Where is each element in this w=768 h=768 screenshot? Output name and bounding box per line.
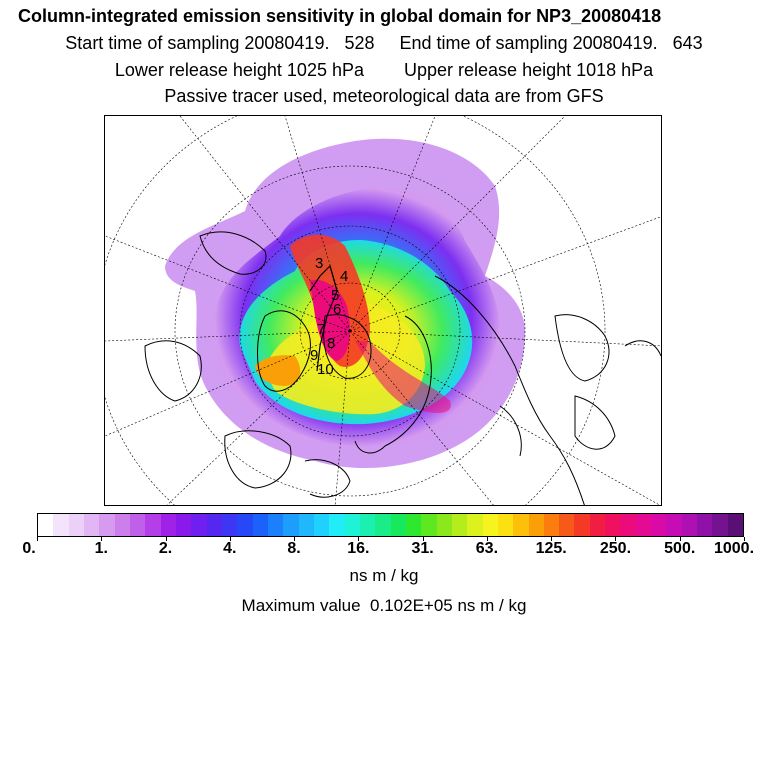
colorbar-tick	[37, 537, 38, 541]
contour-label: 7	[317, 321, 325, 338]
colorbar-swatch	[129, 514, 146, 536]
sampling-time-line: Start time of sampling 20080419. 528 End…	[65, 33, 703, 53]
colorbar-swatch	[421, 514, 437, 536]
colorbar-tick-label: 125.	[535, 540, 567, 557]
map-graticule	[105, 116, 661, 505]
colorbar-swatch	[513, 514, 529, 536]
maximum-value-label: Maximum value 0.102E+05 ns m / kg	[241, 596, 527, 615]
colorbar-swatch	[451, 514, 468, 536]
colorbar-swatch	[589, 514, 606, 536]
colorbar-tick	[358, 537, 360, 541]
colorbar-tick	[422, 537, 424, 541]
colorbar-swatch	[681, 514, 698, 536]
colorbar-tick	[615, 537, 617, 541]
colorbar-swatch	[237, 514, 253, 536]
contour-label: 6	[333, 301, 341, 318]
colorbar-tick	[101, 537, 103, 541]
colorbar-swatch	[405, 514, 422, 536]
colorbar-swatch	[697, 514, 713, 536]
sensitivity-field-tail	[355, 341, 451, 413]
colorbar-swatch	[666, 514, 682, 536]
colorbar-tick	[551, 537, 553, 541]
colorbar-swatch	[605, 514, 621, 536]
colorbar-swatch	[528, 514, 544, 536]
colorbar-swatch	[114, 514, 130, 536]
colorbar-tick-label: 16.	[347, 540, 370, 557]
colorbar-swatch	[574, 514, 590, 536]
colorbar-swatch	[635, 514, 652, 536]
colorbar-tick	[744, 537, 745, 541]
colorbar-swatch	[298, 514, 314, 536]
contour-label: 10	[317, 361, 334, 378]
colorbar-swatch	[727, 514, 744, 536]
colorbar-units: ns m / kg	[349, 566, 419, 585]
contour-label: 9	[310, 347, 318, 364]
colorbar-tick-label: 4.	[223, 540, 237, 557]
colorbar-swatch	[175, 514, 192, 536]
colorbar-swatch	[53, 514, 69, 536]
colorbar-swatch	[252, 514, 268, 536]
colorbar-swatch	[712, 514, 728, 536]
colorbar-tick-label: 1.	[94, 540, 108, 557]
colorbar-swatch	[83, 514, 100, 536]
colorbar-swatch	[160, 514, 176, 536]
colorbar-swatch	[543, 514, 560, 536]
colorbar-swatch	[329, 514, 345, 536]
colorbar-swatch	[145, 514, 161, 536]
colorbar-swatch	[436, 514, 452, 536]
colorbar-swatch	[267, 514, 284, 536]
colorbar-swatch	[313, 514, 330, 536]
colorbar-swatch	[620, 514, 636, 536]
colorbar-tick-label: 0.	[22, 540, 36, 557]
colorbar-swatch	[344, 514, 360, 536]
colorbar-swatch	[467, 514, 483, 536]
release-height-line: Lower release height 1025 hPa Upper rele…	[114, 60, 654, 80]
colorbar-swatch	[390, 514, 406, 536]
colorbar-tick	[294, 537, 296, 541]
colorbar	[37, 513, 744, 537]
colorbar-tick	[229, 537, 231, 541]
colorbar-tick-label: 2.	[158, 540, 173, 557]
colorbar-tick	[486, 537, 488, 541]
colorbar-swatch	[283, 514, 299, 536]
colorbar-tick-label: 31.	[411, 540, 434, 557]
contour-label: 3	[315, 255, 323, 272]
map-title: Column-integrated emission sensitivity i…	[18, 6, 662, 26]
colorbar-tick-label: 250.	[599, 540, 632, 557]
colorbar-tick-label: 1000.	[713, 540, 755, 557]
colorbar-tick	[679, 537, 681, 541]
trajectory-path	[309, 264, 338, 372]
colorbar-swatch	[482, 514, 498, 536]
colorbar-tick-label: 500.	[664, 540, 696, 557]
emission-sensitivity-map: 3 4 5 6 7 8 9 10	[104, 115, 662, 506]
colorbar-swatch	[38, 514, 54, 536]
colorbar-tick	[165, 537, 167, 541]
colorbar-swatch	[359, 514, 376, 536]
colorbar-tick-label: 63.	[475, 540, 499, 557]
colorbar-tick-label: 8.	[287, 540, 301, 557]
coastlines	[144, 231, 661, 505]
contour-label: 4	[340, 268, 348, 285]
colorbar-swatch	[191, 514, 207, 536]
colorbar-swatch	[206, 514, 222, 536]
colorbar-swatch	[497, 514, 514, 536]
colorbar-swatch	[651, 514, 667, 536]
colorbar-swatch	[559, 514, 575, 536]
tracer-info-line: Passive tracer used, meteorological data…	[164, 86, 604, 106]
colorbar-swatch	[375, 514, 391, 536]
colorbar-swatch	[99, 514, 115, 536]
sensitivity-field-orange	[255, 355, 301, 386]
colorbar-swatch	[68, 514, 84, 536]
map-canvas: 3 4 5 6 7 8 9 10	[105, 116, 661, 505]
contour-label: 8	[327, 335, 335, 352]
colorbar-swatch	[221, 514, 238, 536]
